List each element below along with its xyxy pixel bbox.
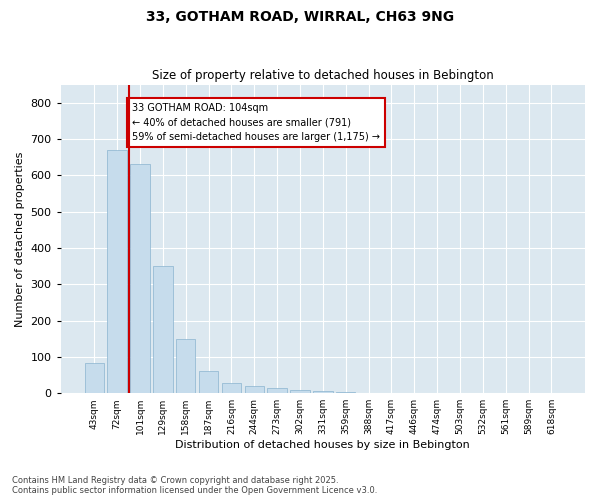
Bar [245, 386, 264, 393]
Bar [199, 372, 218, 393]
Bar [336, 392, 355, 393]
Text: Contains HM Land Registry data © Crown copyright and database right 2025.
Contai: Contains HM Land Registry data © Crown c… [12, 476, 377, 495]
Bar [176, 340, 196, 393]
Text: 33 GOTHAM ROAD: 104sqm
← 40% of detached houses are smaller (791)
59% of semi-de: 33 GOTHAM ROAD: 104sqm ← 40% of detached… [132, 102, 380, 142]
X-axis label: Distribution of detached houses by size in Bebington: Distribution of detached houses by size … [175, 440, 470, 450]
Bar [268, 388, 287, 393]
Bar [153, 266, 173, 393]
Bar [85, 363, 104, 393]
Bar [313, 392, 332, 393]
Text: 33, GOTHAM ROAD, WIRRAL, CH63 9NG: 33, GOTHAM ROAD, WIRRAL, CH63 9NG [146, 10, 454, 24]
Bar [130, 164, 149, 393]
Title: Size of property relative to detached houses in Bebington: Size of property relative to detached ho… [152, 69, 494, 82]
Y-axis label: Number of detached properties: Number of detached properties [15, 151, 25, 326]
Bar [221, 384, 241, 393]
Bar [290, 390, 310, 393]
Bar [107, 150, 127, 393]
